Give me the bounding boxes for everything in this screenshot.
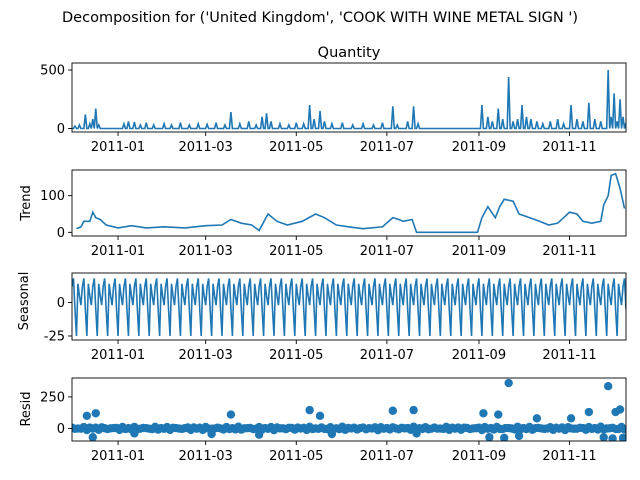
trend-xtick-label: 2011-05 xyxy=(269,244,323,259)
quantity-xtick-label: 2011-05 xyxy=(269,140,323,155)
trend-ytick-label: 0 xyxy=(57,226,65,241)
seasonal-ytick-label: 0 xyxy=(57,296,65,311)
quantity-xtick-label: 2011-01 xyxy=(91,140,145,155)
resid-point xyxy=(618,433,626,441)
quantity-panel: 0 500 2011-01 2011-03 2011-05 2011-07 2011-09 2… xyxy=(40,62,627,155)
trend-xtick-label: 2011-01 xyxy=(91,244,145,259)
trend-panel: 0 100 2011-01 2011-03 2011-05 2011-07 2011-09 2… xyxy=(40,169,627,259)
resid-point xyxy=(207,429,216,439)
resid-point xyxy=(500,433,509,441)
resid-point xyxy=(584,407,594,417)
quantity-axes-frame xyxy=(71,62,627,133)
quantity-xtick-label: 2011-03 xyxy=(179,140,233,155)
resid-point xyxy=(91,409,100,418)
resid-point xyxy=(130,429,139,438)
resid-point xyxy=(599,433,608,441)
resid-xtick-label: 2011-03 xyxy=(179,449,233,464)
trend-series-line xyxy=(76,172,626,234)
resid-point xyxy=(566,414,576,423)
trend-axes-frame xyxy=(71,169,627,237)
resid-panel: 0 250 2011-01 2011-03 2011-05 2011-07 2011-09 2… xyxy=(40,377,627,464)
resid-point xyxy=(485,433,494,441)
resid-point xyxy=(608,434,617,441)
resid-ytick-label: 0 xyxy=(57,422,65,437)
resid-point xyxy=(327,429,337,439)
seasonal-panel: -25 0 2011-01 2011-03 2011-05 2011-07 2011-09 2… xyxy=(44,272,627,363)
resid-point xyxy=(603,381,613,391)
trend-xtick-label: 2011-03 xyxy=(179,244,233,259)
panels: 0 500 2011-01 2011-03 2011-05 2011-07 2011-09 2… xyxy=(40,62,627,464)
quantity-xtick-label: 2011-07 xyxy=(360,140,414,155)
quantity-xtick-label: 2011-09 xyxy=(452,140,506,155)
resid-ylabel: Resid xyxy=(19,391,34,426)
trend-ytick-label: 100 xyxy=(40,189,65,204)
seasonal-xtick-label: 2011-09 xyxy=(452,348,506,363)
trend-xtick-label: 2011-11 xyxy=(542,244,596,259)
resid-plot-area xyxy=(72,378,626,441)
quantity-series-line xyxy=(72,69,626,130)
resid-point xyxy=(611,407,620,417)
quantity-ytick-label: 500 xyxy=(40,64,65,79)
seasonal-ylabel: Seasonal xyxy=(17,272,32,331)
resid-point xyxy=(479,409,488,418)
resid-point xyxy=(532,414,542,423)
resid-xtick-label: 2011-09 xyxy=(452,449,506,464)
quantity-plot-area xyxy=(72,69,626,130)
seasonal-xtick-label: 2011-05 xyxy=(269,348,323,363)
resid-point xyxy=(88,433,97,441)
resid-point xyxy=(388,406,398,415)
trend-xtick-label: 2011-07 xyxy=(360,244,414,259)
seasonal-xtick-label: 2011-03 xyxy=(179,348,233,363)
seasonal-xtick-label: 2011-01 xyxy=(91,348,145,363)
resid-point xyxy=(305,405,314,415)
trend-xtick-label: 2011-09 xyxy=(452,244,506,259)
resid-xtick-label: 2011-11 xyxy=(542,449,596,464)
resid-xtick-label: 2011-07 xyxy=(360,449,414,464)
resid-point xyxy=(82,411,92,420)
resid-point xyxy=(494,410,503,419)
quantity-xtick-label: 2011-11 xyxy=(542,140,596,155)
resid-point xyxy=(409,405,418,415)
figure-title: Decomposition for ('United Kingdom', 'CO… xyxy=(62,10,578,26)
resid-point xyxy=(412,429,421,438)
trend-plot-area xyxy=(76,172,626,234)
seasonal-xtick-label: 2011-11 xyxy=(542,348,596,363)
resid-point xyxy=(226,410,236,419)
resid-xtick-label: 2011-01 xyxy=(91,449,145,464)
resid-point xyxy=(315,411,325,420)
seasonal-xtick-label: 2011-07 xyxy=(360,348,414,363)
seasonal-plot-area xyxy=(72,278,626,337)
resid-xtick-label: 2011-05 xyxy=(269,449,323,464)
resid-point xyxy=(254,430,264,439)
quantity-ytick-label: 0 xyxy=(57,122,65,137)
resid-point xyxy=(514,431,524,441)
seasonal-ytick-label: -25 xyxy=(44,329,65,344)
trend-ylabel: Trend xyxy=(19,185,34,222)
seasonal-axes-frame xyxy=(71,272,627,341)
quantity-panel-title: Quantity xyxy=(318,45,381,61)
seasonal-series-line xyxy=(72,278,626,337)
resid-ytick-label: 250 xyxy=(40,390,65,405)
resid-axes-frame xyxy=(71,377,627,442)
resid-point xyxy=(504,378,513,388)
resid-point xyxy=(620,425,626,434)
